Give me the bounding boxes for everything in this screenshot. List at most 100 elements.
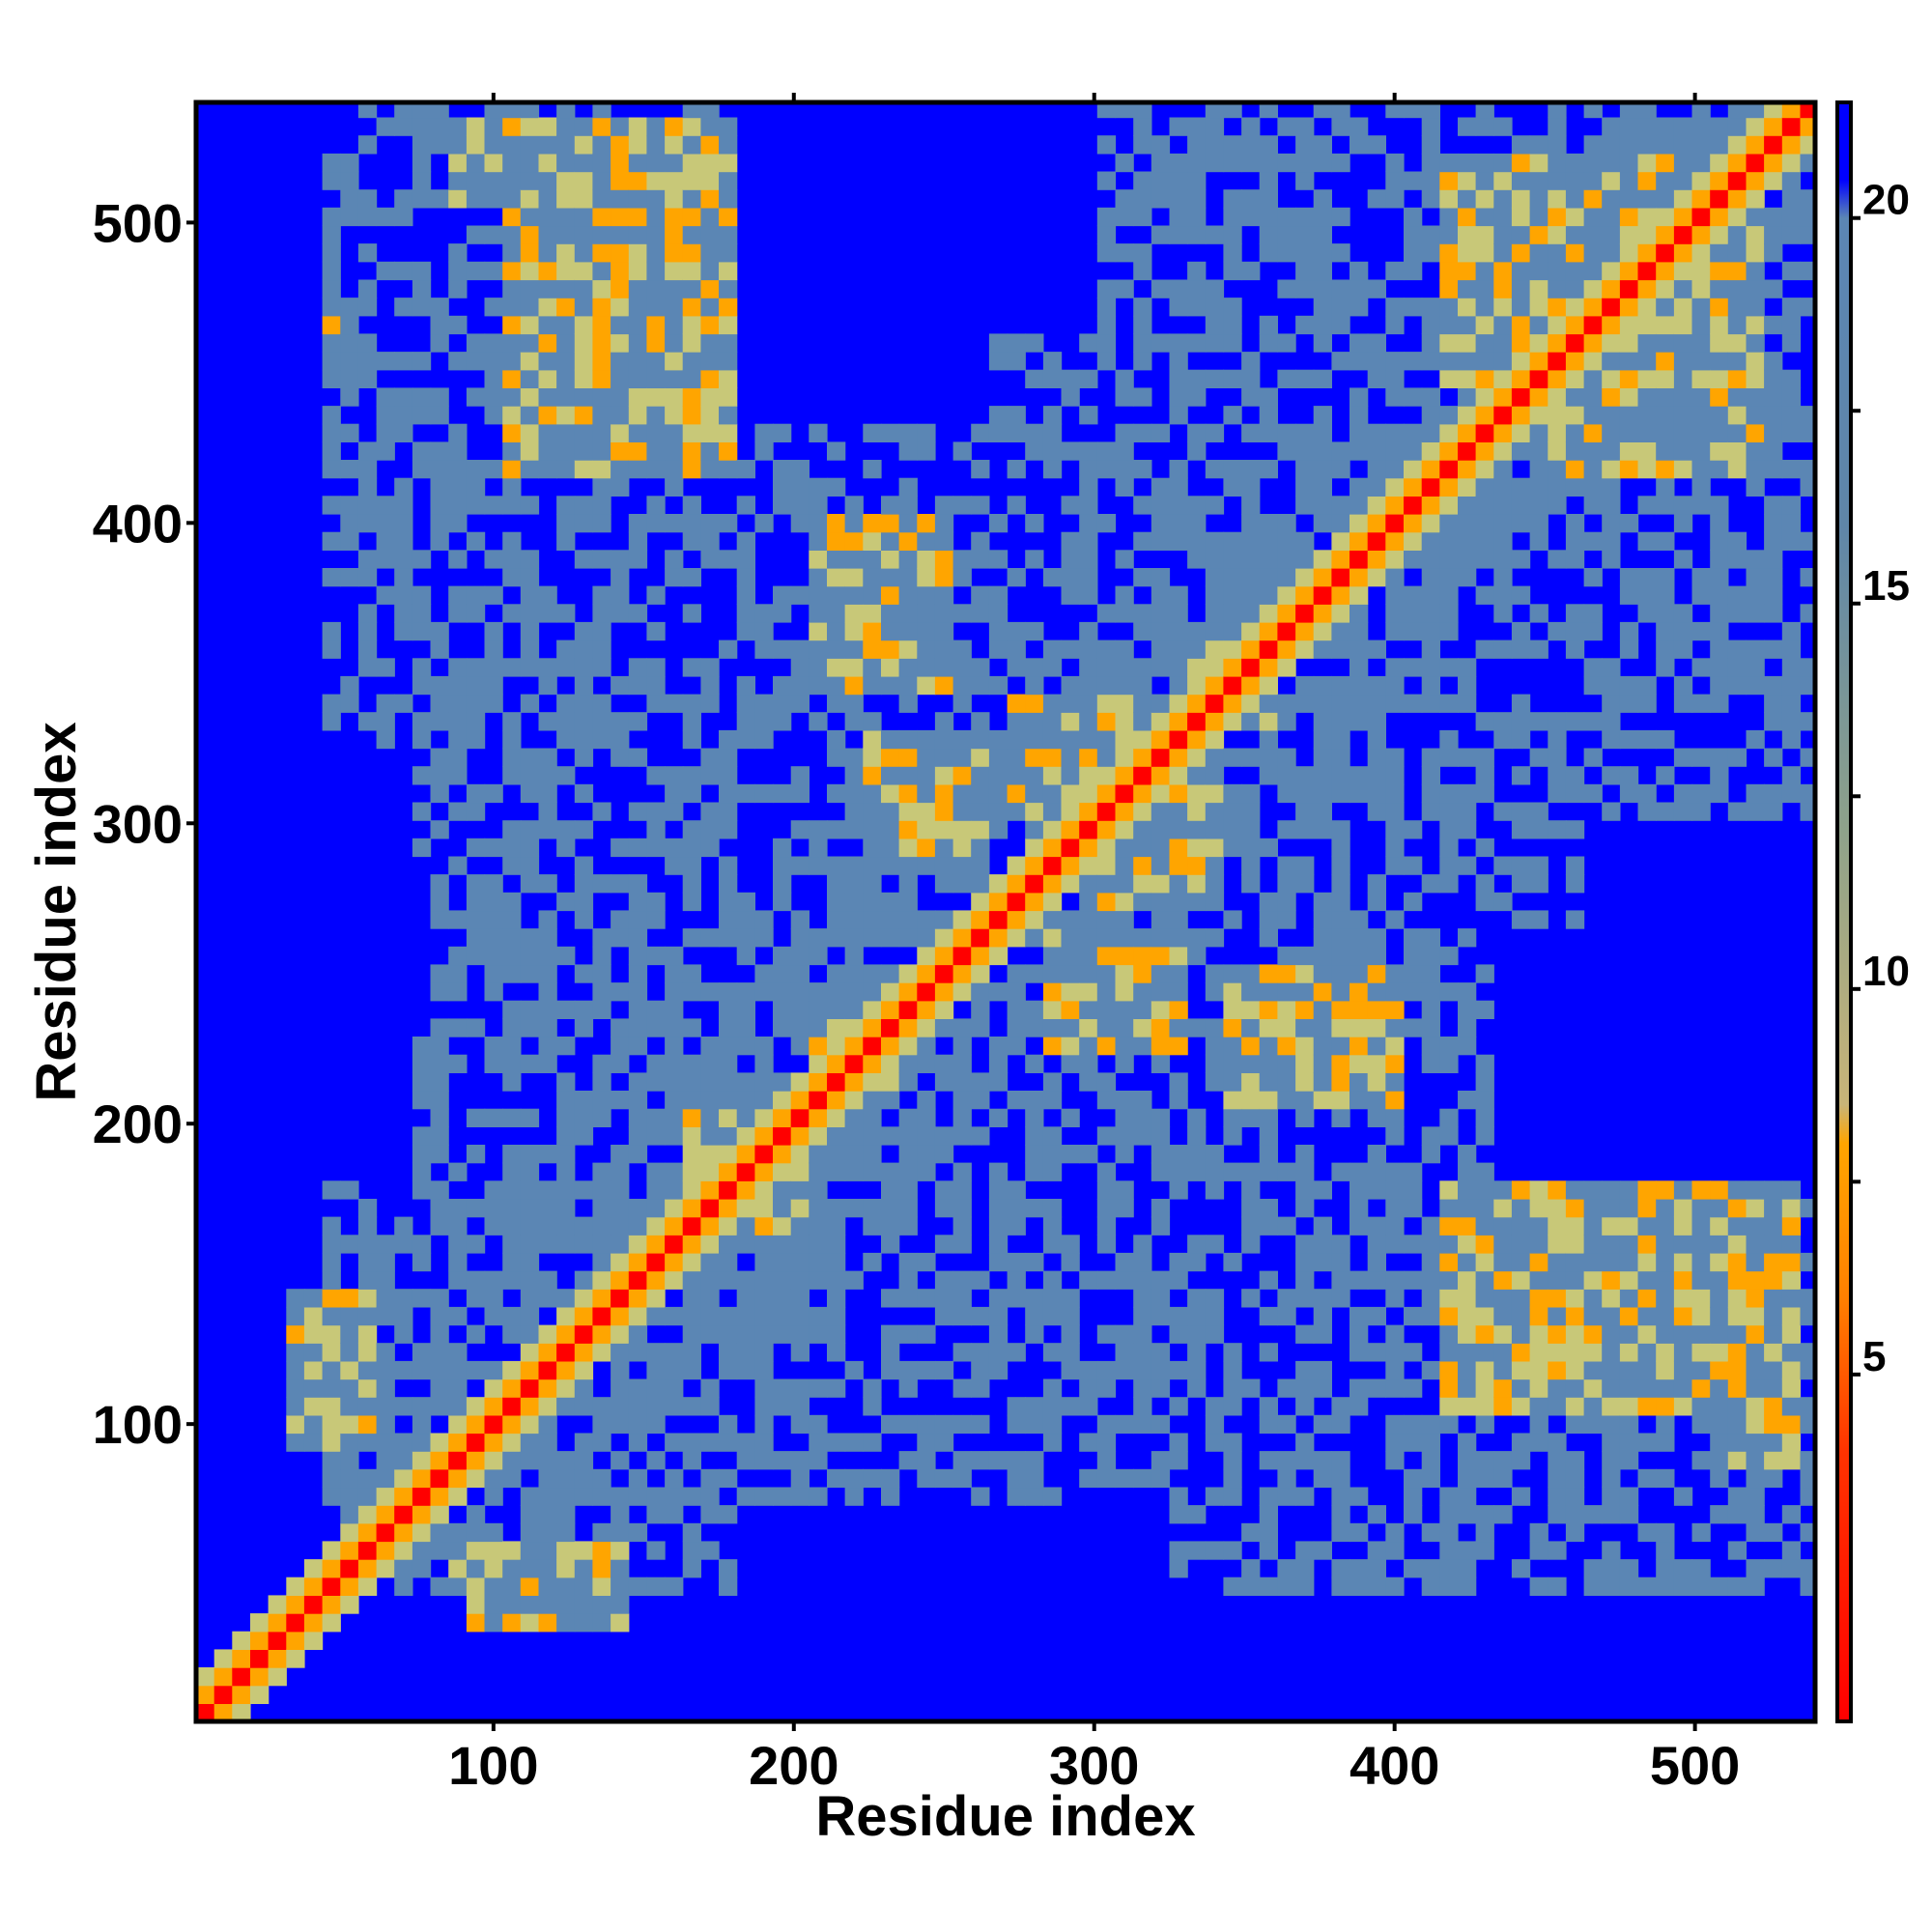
heatmap-cell <box>430 783 449 804</box>
heatmap-cell <box>1169 1270 1188 1290</box>
heatmap-cell <box>1042 1018 1063 1037</box>
heatmap-cell <box>1529 406 1548 425</box>
heatmap-cell <box>1169 802 1188 821</box>
heatmap-cell <box>286 1378 305 1398</box>
heatmap-cell <box>1458 298 1477 317</box>
heatmap-cell <box>448 514 468 533</box>
heatmap-cell <box>1764 639 1783 659</box>
heatmap-cell <box>827 1145 846 1164</box>
heatmap-cell <box>412 1559 432 1578</box>
heatmap-cell <box>448 153 468 173</box>
heatmap-cell <box>1565 1216 1585 1236</box>
heatmap-cell <box>466 135 486 155</box>
heatmap-cell <box>1656 1270 1675 1290</box>
heatmap-cell <box>1746 243 1765 263</box>
heatmap-cell <box>340 514 359 533</box>
heatmap-cell <box>844 1145 864 1164</box>
heatmap-cell <box>881 856 900 875</box>
heatmap-cell <box>881 1072 900 1092</box>
heatmap-cell <box>1151 1199 1171 1218</box>
heatmap-cell <box>340 315 359 335</box>
heatmap-cell <box>1458 477 1477 497</box>
heatmap-cell <box>1529 1360 1548 1380</box>
heatmap-cell <box>1223 820 1242 839</box>
heatmap-cell <box>1313 604 1332 623</box>
heatmap-cell <box>682 568 701 587</box>
heatmap-cell <box>1439 1487 1459 1506</box>
heatmap-cell <box>1350 639 1369 659</box>
heatmap-cell <box>1746 423 1765 442</box>
heatmap-cell <box>556 1199 576 1218</box>
heatmap-cell <box>1511 279 1531 298</box>
heatmap-cell <box>1277 279 1296 298</box>
heatmap-cell <box>286 1360 305 1380</box>
heatmap-cell <box>1259 1199 1278 1218</box>
heatmap-cell <box>952 766 972 785</box>
heatmap-cell <box>881 496 900 515</box>
heatmap-cell <box>628 1037 648 1056</box>
heatmap-cell <box>1061 1000 1080 1019</box>
heatmap-cell <box>1511 315 1531 335</box>
heatmap-cell <box>827 1199 846 1218</box>
heatmap-cell <box>1458 514 1477 533</box>
heatmap-cell <box>646 1162 666 1181</box>
heatmap-cell <box>1187 694 1207 713</box>
heatmap-cell <box>1042 1378 1063 1398</box>
heatmap-cell <box>881 423 900 442</box>
heatmap-cell <box>1673 496 1693 515</box>
heatmap-cell <box>809 1054 828 1073</box>
heatmap-cell <box>1151 729 1171 750</box>
heatmap-cell <box>1313 279 1332 298</box>
heatmap-cell <box>1583 261 1603 281</box>
heatmap-cell <box>1602 261 1621 281</box>
heatmap-cell <box>1133 496 1152 515</box>
heatmap-cell <box>1710 369 1729 388</box>
heatmap-cell <box>1691 496 1711 515</box>
heatmap-cell <box>611 189 630 209</box>
heatmap-cell <box>1727 585 1747 605</box>
heatmap-cell <box>611 1324 630 1344</box>
heatmap-cell <box>1511 820 1531 839</box>
heatmap-cell <box>1565 352 1585 371</box>
heatmap-cell <box>1096 352 1117 371</box>
heatmap-cell <box>1673 387 1693 407</box>
heatmap-cell <box>1241 856 1261 875</box>
heatmap-cell <box>592 387 611 407</box>
heatmap-cell <box>700 1468 720 1489</box>
heatmap-cell <box>1493 1306 1513 1326</box>
heatmap-cell <box>1800 1252 1815 1272</box>
heatmap-cell <box>646 1216 666 1236</box>
heatmap-cell <box>1350 352 1369 371</box>
heatmap-cell <box>592 1577 611 1596</box>
heatmap-cell <box>700 1108 720 1127</box>
heatmap-cell <box>611 1595 630 1614</box>
heatmap-cell <box>952 1468 972 1489</box>
heatmap-cell <box>448 1360 468 1380</box>
heatmap-cell <box>430 982 449 1002</box>
heatmap-cell <box>1458 1162 1477 1181</box>
heatmap-cell <box>1421 531 1440 551</box>
heatmap-cell <box>1565 279 1585 298</box>
heatmap-cell <box>1241 748 1261 767</box>
heatmap-cell <box>520 1397 540 1416</box>
heatmap-cell <box>1691 1235 1711 1254</box>
heatmap-cell <box>646 441 666 461</box>
heatmap-cell <box>863 910 882 929</box>
heatmap-cell <box>1710 1360 1729 1380</box>
heatmap-cell <box>1151 153 1171 173</box>
heatmap-cell <box>1439 369 1459 388</box>
heatmap-cell <box>466 117 486 136</box>
heatmap-cell <box>1042 1126 1063 1146</box>
heatmap-cell <box>934 729 954 750</box>
heatmap-cell <box>430 1577 449 1596</box>
heatmap-cell <box>1115 441 1134 461</box>
heatmap-cell <box>1404 1559 1423 1578</box>
heatmap-cell <box>881 1199 900 1218</box>
heatmap-cell <box>863 1054 882 1073</box>
heatmap-cell <box>1079 369 1098 388</box>
heatmap-cell <box>1259 639 1278 659</box>
heatmap-cell <box>1042 729 1063 750</box>
heatmap-cell <box>1367 531 1386 551</box>
heatmap-cell <box>1493 1180 1513 1200</box>
heatmap-cell <box>1350 658 1369 677</box>
